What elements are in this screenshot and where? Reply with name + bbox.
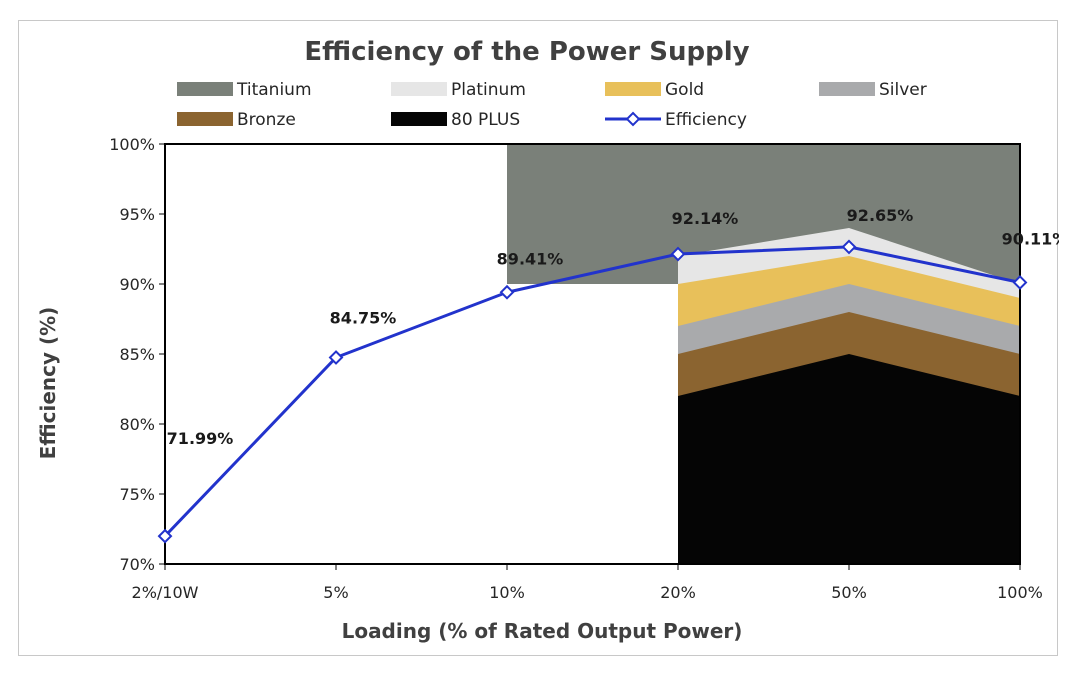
legend-swatch — [819, 82, 875, 96]
legend-label: Platinum — [451, 80, 526, 100]
y-tick-label: 90% — [119, 275, 155, 294]
legend-item-platinum: Platinum — [391, 80, 526, 100]
data-label: 92.14% — [672, 209, 739, 228]
x-tick-label: 50% — [831, 583, 867, 602]
legend-marker — [625, 111, 641, 127]
y-tick-label: 100% — [109, 135, 155, 154]
band-mask-left — [507, 284, 678, 424]
legend-swatch — [177, 82, 233, 96]
series-line-efficiency — [163, 245, 1021, 538]
efficiency-chart: Efficiency of the Power Supply Titanium P… — [36, 37, 1059, 643]
legend: Titanium Platinum Gold Silver Bronze 80 PLUS E… — [177, 80, 927, 130]
data-label: 89.41% — [497, 249, 564, 268]
data-point — [499, 284, 515, 300]
x-tick-label: 2%/10W — [132, 583, 199, 602]
y-tick-label: 70% — [119, 555, 155, 574]
legend-label: Efficiency — [665, 110, 747, 130]
legend-item-80-plus: 80 PLUS — [391, 110, 520, 130]
data-point — [328, 350, 344, 365]
legend-swatch — [391, 82, 447, 96]
data-labels: 71.99% 84.75% 89.41% 92.14% 92.65% 90.11% — [167, 206, 1059, 448]
efficiency-series — [157, 239, 1028, 544]
legend-item-titanium: Titanium — [177, 80, 312, 100]
legend-label: Silver — [879, 80, 927, 100]
data-label: 71.99% — [167, 429, 234, 448]
data-label: 84.75% — [330, 309, 397, 328]
chart-frame: Efficiency of the Power Supply Titanium P… — [18, 20, 1059, 656]
x-axis-title: Loading (% of Rated Output Power) — [342, 619, 743, 643]
y-axis-ticks: 70% 75% 80% 85% 90% 95% 100% — [109, 135, 165, 574]
data-label: 90.11% — [1002, 229, 1059, 248]
legend-item-gold: Gold — [605, 80, 704, 100]
legend-item-efficiency: Efficiency — [605, 110, 747, 130]
legend-label: Titanium — [236, 80, 312, 100]
data-point — [157, 528, 173, 544]
y-axis-title: Efficiency (%) — [36, 307, 60, 460]
legend-swatch — [391, 112, 447, 126]
x-tick-label: 100% — [997, 583, 1043, 602]
x-axis-ticks: 2%/10W 5% 10% 20% 50% 100% — [132, 564, 1043, 602]
data-point — [1012, 275, 1028, 290]
data-point — [670, 246, 686, 262]
certification-bands — [166, 144, 1020, 564]
x-tick-label: 5% — [323, 583, 348, 602]
y-tick-label: 80% — [119, 415, 155, 434]
band-80-plus — [678, 354, 1020, 564]
y-tick-label: 95% — [119, 205, 155, 224]
legend-label: Gold — [665, 80, 704, 100]
y-tick-label: 85% — [119, 345, 155, 364]
legend-item-bronze: Bronze — [177, 110, 296, 130]
legend-label: Bronze — [237, 110, 296, 130]
chart-title: Efficiency of the Power Supply — [304, 37, 749, 67]
data-point — [841, 239, 857, 255]
legend-swatch — [177, 112, 233, 126]
x-tick-label: 10% — [489, 583, 525, 602]
data-label: 92.65% — [847, 206, 914, 225]
legend-swatch — [605, 82, 661, 96]
legend-item-silver: Silver — [819, 80, 927, 100]
y-tick-label: 75% — [119, 485, 155, 504]
x-tick-label: 20% — [660, 583, 696, 602]
legend-label: 80 PLUS — [451, 110, 520, 130]
